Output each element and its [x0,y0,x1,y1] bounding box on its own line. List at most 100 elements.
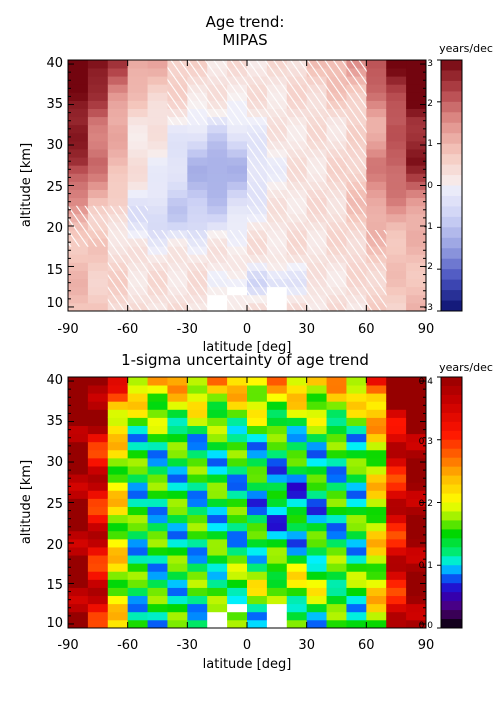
hatch-cell [286,230,308,239]
heatmap-cell [406,490,427,499]
hatch-cell [306,197,327,207]
hatch-cell [286,92,308,101]
heatmap-cell [366,449,387,459]
heatmap-cell [167,417,188,426]
hatch-cell [68,213,89,223]
hatch-cell [286,132,308,142]
colorbar-step [441,377,462,387]
heatmap-cell [406,230,427,239]
heatmap-cell [366,157,387,166]
heatmap-cell [87,530,109,540]
top-x-tick-label: 90 [418,322,435,337]
heatmap-cell [406,498,427,507]
hatch-cell [346,116,367,126]
top-title: Age trend: [206,13,285,31]
heatmap-cell [147,377,168,386]
heatmap-cell [286,417,308,426]
heatmap-cell [127,433,148,443]
heatmap-cell [326,433,347,443]
hatch-cell [207,286,228,296]
hatch-cell [326,181,347,190]
heatmap-cell [326,425,347,435]
hatch-cell [207,60,228,69]
hatch-cell [346,100,367,109]
heatmap-cell [266,441,288,451]
colorbar-step [441,195,462,207]
heatmap-cell [286,474,308,483]
heatmap-cell [346,433,367,443]
heatmap-cell [68,68,89,77]
heatmap-cell [207,140,228,150]
heatmap-cell [386,278,407,288]
hatch-cell [247,221,268,231]
heatmap-cell [68,108,89,118]
heatmap-cell [326,522,347,532]
heatmap-cell [247,555,268,564]
heatmap-cell [386,482,407,491]
hatch-cell [306,100,327,109]
hatch-cell [247,205,268,215]
heatmap-cell [306,417,327,426]
heatmap-cell [266,401,288,410]
hatch-cell [207,238,228,247]
heatmap-cell [147,482,168,491]
hatch-cell [326,254,347,263]
heatmap-cell [247,466,268,475]
hatch-cell [167,254,188,263]
heatmap-cell [147,157,168,166]
hatch-cell [167,278,188,288]
heatmap-cell [107,149,129,158]
heatmap-cell [406,278,427,288]
heatmap-cell [167,498,188,507]
heatmap-cell [127,619,148,629]
heatmap-cell [68,490,89,499]
heatmap-cell [266,587,288,597]
heatmap-cell [346,547,367,556]
hatch-cell [366,262,387,271]
heatmap-cell [207,409,228,418]
heatmap-cell [187,173,208,182]
heatmap-cell [346,571,367,580]
heatmap-cell [366,165,387,174]
heatmap-cell [68,149,89,158]
heatmap-cell [386,92,407,101]
hatch-cell [266,60,288,69]
heatmap-cell [107,377,129,386]
hatch-cell [266,68,288,77]
heatmap-cell [346,393,367,402]
hatch-cell [266,270,288,280]
heatmap-cell [87,571,109,580]
hatch-cell [127,213,148,223]
hatch-cell [187,84,208,93]
hatch-cell [167,230,188,239]
heatmap-cell [366,181,387,190]
heatmap-cell [147,108,168,118]
hatch-cell [306,76,327,85]
heatmap-cell [68,449,89,459]
heatmap-cell [127,409,148,418]
heatmap-cell [286,603,308,613]
heatmap-cell [127,506,148,516]
heatmap-cell [266,530,288,540]
heatmap-cell [227,425,248,435]
top-ticks [67,60,427,311]
heatmap-cell [68,181,89,190]
heatmap-cell [386,409,407,418]
heatmap-cell [346,563,367,572]
hatch-cell [286,165,308,174]
hatch-cell [346,221,367,231]
heatmap-cell [247,474,268,483]
heatmap-cell [207,498,228,507]
heatmap-cell [107,76,129,85]
heatmap-cell [386,498,407,507]
heatmap-cell [346,611,367,621]
hatch-cell [266,140,288,150]
heatmap-cell [406,262,427,271]
heatmap-cell [386,530,407,540]
heatmap-cell [147,619,168,629]
heatmap-cell [227,482,248,491]
heatmap-cell [386,84,407,93]
hatch-cell [227,278,248,288]
heatmap-cell [227,205,248,215]
hatch-cell [87,221,109,231]
